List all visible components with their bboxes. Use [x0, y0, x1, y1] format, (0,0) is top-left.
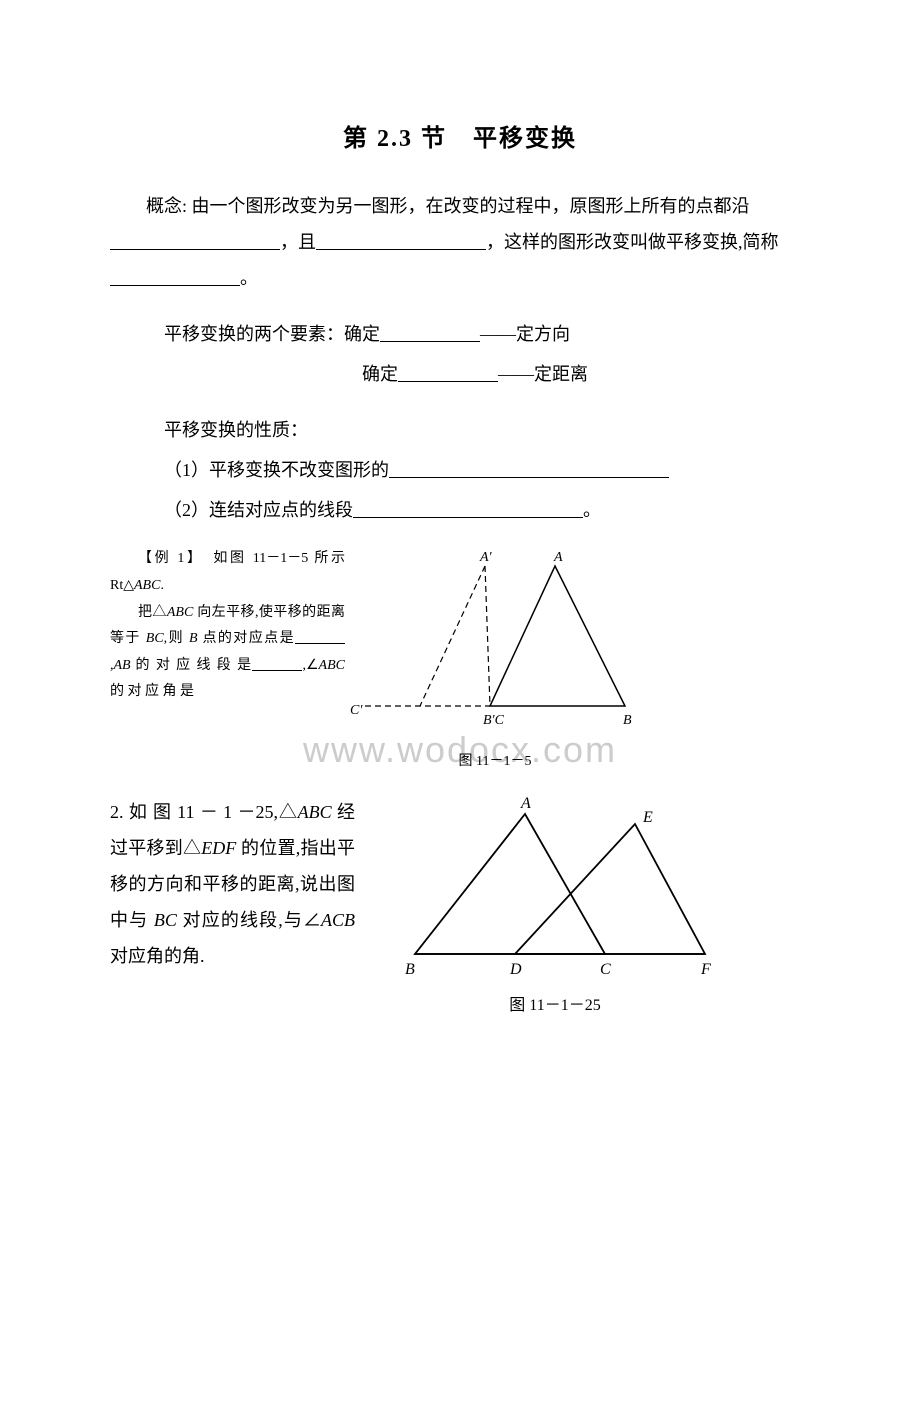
label-b: B — [623, 713, 632, 728]
example2-text: 2. 如 图 11 － 1 －25,△ABC 经过平移到△EDF 的位置,指出平… — [110, 794, 355, 974]
elements-suffix2: ——定距离 — [498, 364, 588, 384]
concept-paragraph: 概念: 由一个图形改变为另一图形，在改变的过程中，原图形上所有的点都沿 ，且 ，这样… — [110, 188, 810, 296]
ex1-l2e: ,则 — [164, 631, 189, 646]
label2-e: E — [642, 809, 653, 826]
property-2: （2）连结对应点的线段 。 — [110, 492, 810, 528]
example1-svg: A′ A C′ B′C B — [345, 546, 645, 736]
ex1-l2b: ABC — [167, 605, 193, 620]
page-title: 第 2.3 节 平移变换 — [110, 120, 810, 158]
property-1: （1）平移变换不改变图形的 — [110, 452, 810, 488]
label2-c: C — [600, 961, 611, 978]
blank-5 — [398, 381, 498, 382]
ex1-m2: ,∠ — [302, 658, 318, 673]
label2-f: F — [700, 961, 711, 978]
label2-b: B — [405, 961, 415, 978]
ex1-abc: ABC — [134, 578, 160, 593]
elements-suffix1: ——定方向 — [480, 324, 570, 344]
ex1-l3a: AB — [114, 658, 131, 673]
example2-svg: A E B D C F — [395, 794, 715, 974]
ex1-l2d: BC — [146, 631, 164, 646]
blank-6 — [389, 477, 669, 478]
blank-9 — [252, 670, 302, 671]
elements-line2: 确定 ——定距离 — [362, 356, 810, 392]
ex2-t1: 2. 如 图 11 － 1 －25,△ — [110, 802, 298, 822]
line-aprime-cprime — [420, 566, 485, 706]
concept-lead: 概念: 由一个图形改变为另一图形，在改变的过程中，原图形上所有的点都沿 — [146, 196, 750, 216]
ex1-l4a: ABC — [319, 658, 345, 673]
ex2-edf: EDF — [201, 838, 236, 858]
concept-end: 。 — [240, 268, 258, 288]
ex2-abc: ABC — [298, 802, 332, 822]
ex2-acb: ACB — [321, 910, 355, 930]
p2-end: 。 — [583, 500, 601, 520]
blank-8 — [295, 643, 345, 644]
ex1-l3b: 的 对 应 线 段 是 — [131, 658, 253, 673]
p2-text: （2）连结对应点的线段 — [164, 500, 353, 520]
example2-diagram: A E B D C F 图 11－1－25 — [395, 794, 715, 1024]
ex2-t5: 对应角的角. — [110, 946, 205, 966]
example1-text: 【例 1】 如图 11－1－5 所示Rt△ABC. 把△ABC 向左平移,使平移… — [110, 546, 345, 706]
ex1-l2g: 点的对应点是 — [198, 631, 296, 646]
triangle-abc-2 — [415, 814, 605, 954]
triangle-abc — [490, 566, 625, 706]
ex1-l2a: 把△ — [138, 605, 167, 620]
example2-caption: 图 11－1－25 — [395, 993, 715, 1019]
blank-2 — [316, 249, 486, 250]
blank-7 — [353, 517, 583, 518]
line-aprime-bprime — [485, 566, 490, 706]
example1-diagram: A′ A C′ B′C B 图 11－1－5 — [345, 546, 645, 746]
blank-1 — [110, 249, 280, 250]
elements-lead2: 确定 — [362, 364, 398, 384]
label-aprime: A′ — [479, 550, 493, 565]
label-bprime-c: B′C — [483, 713, 505, 728]
concept-mid2: ，这样的图形改变叫做平移变换,简称 — [486, 232, 779, 252]
triangle-edf — [515, 824, 705, 954]
label2-d: D — [509, 961, 522, 978]
label-a: A — [553, 550, 563, 565]
ex1-l2f: B — [189, 631, 198, 646]
label2-a: A — [520, 795, 531, 812]
properties-head: 平移变换的性质： — [110, 412, 810, 448]
p1-text: （1）平移变换不改变图形的 — [164, 460, 389, 480]
concept-mid1: ，且 — [280, 232, 316, 252]
label-cprime: C′ — [350, 703, 363, 718]
blank-3 — [110, 285, 240, 286]
example1-caption: 图 11－1－5 — [345, 751, 645, 773]
example-1: 【例 1】 如图 11－1－5 所示Rt△ABC. 把△ABC 向左平移,使平移… — [110, 546, 810, 746]
elements-line1: 平移变换的两个要素：确定 ——定方向 — [110, 316, 810, 352]
ex1-l4b: 的 对 应 角 是 — [110, 684, 194, 699]
elements-lead: 平移变换的两个要素：确定 — [164, 324, 380, 344]
ex2-bc: BC — [154, 910, 177, 930]
example-2: 2. 如 图 11 － 1 －25,△ABC 经过平移到△EDF 的位置,指出平… — [110, 794, 810, 1024]
blank-4 — [380, 341, 480, 342]
ex1-dot: . — [160, 578, 164, 593]
ex2-t4: 对应的线段,与∠ — [177, 910, 321, 930]
